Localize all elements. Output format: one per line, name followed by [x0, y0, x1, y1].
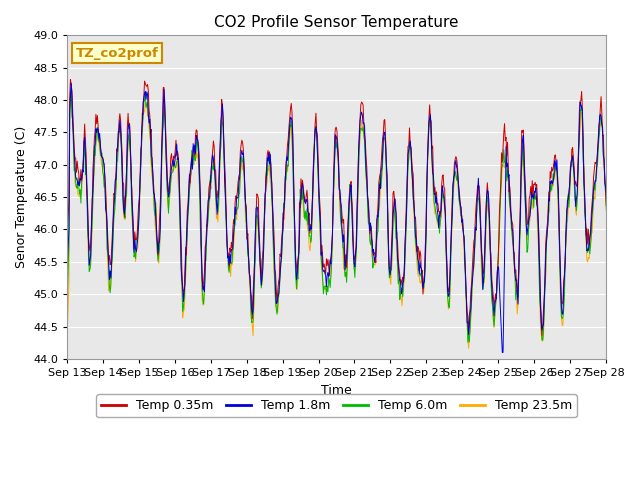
Line: Temp 1.8m: Temp 1.8m	[67, 84, 640, 352]
Temp 1.8m	[67, 81, 75, 86]
Title: CO2 Profile Sensor Temperature: CO2 Profile Sensor Temperature	[214, 15, 459, 30]
Temp 1.8m	[266, 161, 273, 167]
Text: TZ_co2prof: TZ_co2prof	[76, 47, 159, 60]
Temp 23.5m	[67, 96, 75, 102]
Temp 6.0m	[447, 262, 454, 268]
Legend: Temp 0.35m, Temp 1.8m, Temp 6.0m, Temp 23.5m: Temp 0.35m, Temp 1.8m, Temp 6.0m, Temp 2…	[96, 395, 577, 418]
Temp 6.0m	[464, 339, 472, 345]
Temp 1.8m	[287, 115, 295, 121]
Temp 1.8m	[637, 182, 640, 188]
Temp 23.5m	[266, 166, 273, 171]
Temp 1.8m	[415, 259, 422, 264]
Temp 23.5m	[465, 346, 472, 351]
Temp 1.8m	[132, 246, 140, 252]
Temp 6.0m	[132, 256, 140, 262]
Temp 1.8m	[499, 349, 506, 355]
Temp 23.5m	[237, 166, 245, 172]
Temp 6.0m	[637, 193, 640, 199]
Temp 23.5m	[63, 324, 71, 329]
Temp 0.35m	[637, 182, 640, 188]
Temp 0.35m	[287, 100, 295, 106]
Temp 6.0m	[287, 118, 295, 124]
Line: Temp 23.5m: Temp 23.5m	[67, 99, 640, 348]
Temp 1.8m	[447, 250, 454, 256]
Temp 0.35m	[415, 245, 422, 251]
Temp 6.0m	[266, 161, 273, 167]
Temp 0.35m	[447, 247, 454, 253]
Y-axis label: Senor Temperature (C): Senor Temperature (C)	[15, 126, 28, 268]
Temp 6.0m	[237, 159, 245, 165]
X-axis label: Time: Time	[321, 384, 352, 396]
Temp 23.5m	[415, 273, 422, 279]
Temp 6.0m	[63, 291, 71, 297]
Temp 23.5m	[637, 195, 640, 201]
Temp 0.35m	[538, 333, 546, 338]
Temp 0.35m	[67, 77, 74, 83]
Temp 0.35m	[237, 142, 245, 148]
Temp 6.0m	[67, 88, 75, 94]
Temp 0.35m	[132, 237, 140, 243]
Line: Temp 6.0m: Temp 6.0m	[67, 91, 640, 342]
Temp 0.35m	[63, 220, 71, 226]
Temp 23.5m	[132, 259, 140, 264]
Temp 1.8m	[237, 151, 245, 157]
Temp 0.35m	[266, 149, 273, 155]
Line: Temp 0.35m: Temp 0.35m	[67, 80, 640, 336]
Temp 1.8m	[63, 259, 71, 265]
Temp 6.0m	[415, 267, 422, 273]
Temp 23.5m	[287, 127, 295, 132]
Temp 23.5m	[447, 254, 454, 260]
